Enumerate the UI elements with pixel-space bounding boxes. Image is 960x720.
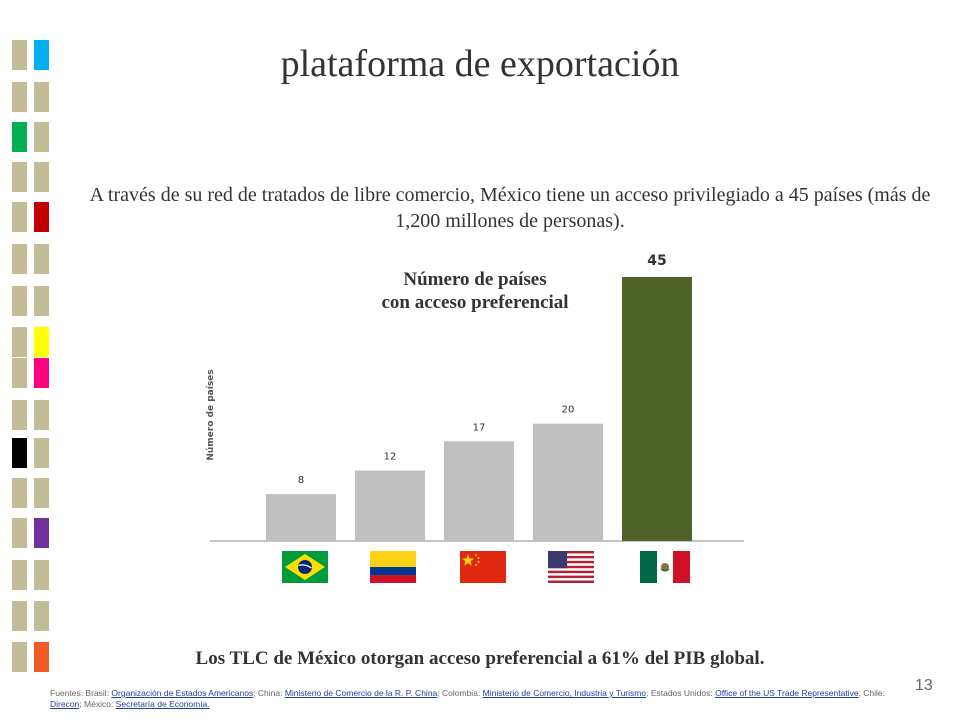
bar-value-label: 8: [298, 475, 304, 486]
decorative-square: [12, 244, 27, 274]
chart-title-text: Número de países con acceso preferencial: [381, 269, 569, 313]
source-link-china[interactable]: Ministerio de Comercio de la R. P. China: [284, 688, 438, 698]
decorative-square: [12, 478, 27, 508]
decorative-square: [34, 327, 49, 357]
decorative-square: [12, 518, 27, 548]
bar-méxico: [622, 277, 692, 541]
decorative-square: [34, 642, 49, 672]
decorative-square: [12, 82, 27, 112]
source-link-usa[interactable]: Office of the US Trade Representative: [715, 688, 859, 698]
decorative-square: [34, 162, 49, 192]
bar-colombia: [355, 470, 425, 541]
sources-chile-prefix: ; Chile:: [858, 688, 886, 698]
page-title: plataforma de exportación: [280, 43, 680, 85]
mexico-flag-icon: [640, 551, 690, 583]
bar-value-label: 12: [384, 452, 397, 463]
sources-prefix: Fuentes: Brasil:: [50, 688, 112, 698]
decorative-square: [12, 601, 27, 631]
sources-note: Fuentes: Brasil: Organización de Estados…: [50, 688, 910, 710]
source-link-brasil[interactable]: Organización de Estados Americanos: [111, 688, 254, 698]
decorative-square: [12, 122, 27, 152]
brazil-flag-icon: [282, 551, 328, 583]
decorative-square: [34, 358, 49, 388]
decorative-square: [34, 478, 49, 508]
decorative-square: [34, 560, 49, 590]
bar-china: [444, 441, 514, 541]
decorative-square: [12, 202, 27, 232]
sources-china-prefix: ; China:: [253, 688, 285, 698]
decorative-square: [34, 400, 49, 430]
usa-flag-icon: [548, 551, 594, 583]
decorative-square: [34, 518, 49, 548]
bar-value-label: 17: [473, 422, 486, 433]
sources-mexico-prefix: ; México:: [79, 699, 116, 709]
sources-usa-prefix: ; Estados Unidos:: [646, 688, 716, 698]
decorative-square: [12, 560, 27, 590]
decorative-square: [12, 162, 27, 192]
conclusion-text: Los TLC de México otorgan acceso prefere…: [195, 648, 765, 669]
decorative-square: [12, 327, 27, 357]
decorative-square: [34, 122, 49, 152]
source-link-chile[interactable]: Direcon: [50, 699, 80, 709]
colombia-flag-icon: [370, 551, 416, 583]
decorative-square: [12, 400, 27, 430]
decorative-square: [34, 40, 49, 70]
source-link-colombia[interactable]: Ministerio de Comercio, Industria y Turi…: [482, 688, 647, 698]
bar-value-label: 20: [562, 405, 575, 416]
source-link-mexico[interactable]: Secretaría de Economía.: [115, 699, 210, 709]
decorative-square: [34, 202, 49, 232]
decorative-square: [12, 438, 27, 468]
bar-brasil: [266, 494, 336, 541]
decorative-square: [34, 286, 49, 316]
decorative-square: [34, 82, 49, 112]
decorative-square: [12, 40, 27, 70]
chart-title: Número de países con acceso preferencial: [340, 268, 610, 314]
page-number: 13: [915, 677, 933, 694]
bar-estados-unidos: [533, 423, 603, 541]
bar-chart: 8 12 17 20 45: [210, 253, 744, 542]
decorative-square: [34, 601, 49, 631]
decorative-square: [34, 438, 49, 468]
decorative-square: [12, 358, 27, 388]
intro-text: A través de su red de tratados de libre …: [89, 184, 931, 232]
bar-value-label: 45: [647, 253, 666, 269]
decorative-square: [12, 642, 27, 672]
sources-colombia-prefix: ; Colombia:: [437, 688, 483, 698]
china-flag-icon: [460, 551, 506, 583]
decorative-square: [34, 244, 49, 274]
decorative-square: [12, 286, 27, 316]
